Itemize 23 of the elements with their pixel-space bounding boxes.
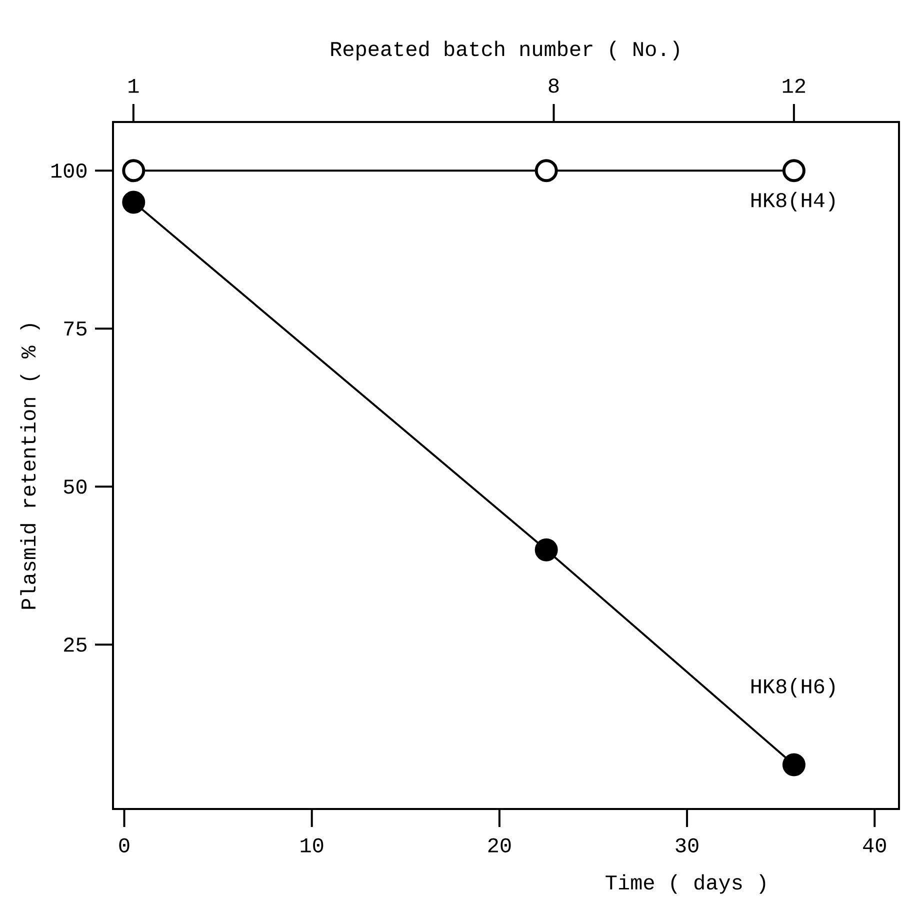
point	[534, 538, 558, 562]
x-tick-label: 10	[300, 838, 324, 852]
x2-tick-label: 1	[128, 78, 139, 93]
x-tick-label: 40	[863, 838, 886, 852]
x-tick-label: 30	[676, 838, 698, 852]
point	[782, 753, 806, 776]
x2-tick-label: 12	[782, 78, 806, 93]
x-tick-label: 20	[488, 838, 511, 852]
x2-tick-label: 8	[548, 78, 559, 93]
point	[782, 159, 806, 182]
y-tick-label: 75	[64, 322, 86, 336]
point	[122, 159, 146, 182]
series-label: HK8(H4)	[752, 192, 835, 212]
x2-axis-title: Repeated batch number ( No.)	[331, 40, 679, 60]
y-tick-label: 100	[52, 164, 87, 178]
y-tick-label: 50	[64, 480, 87, 494]
series-label: HK8(H6)	[752, 678, 835, 698]
point	[534, 159, 558, 182]
y-axis-title: Plasmid retention ( % )	[20, 324, 40, 609]
point	[122, 190, 146, 214]
x-axis-title: Time ( days )	[606, 874, 766, 894]
y-tick-label: 25	[64, 638, 86, 652]
x-tick-label: 0	[119, 838, 130, 852]
